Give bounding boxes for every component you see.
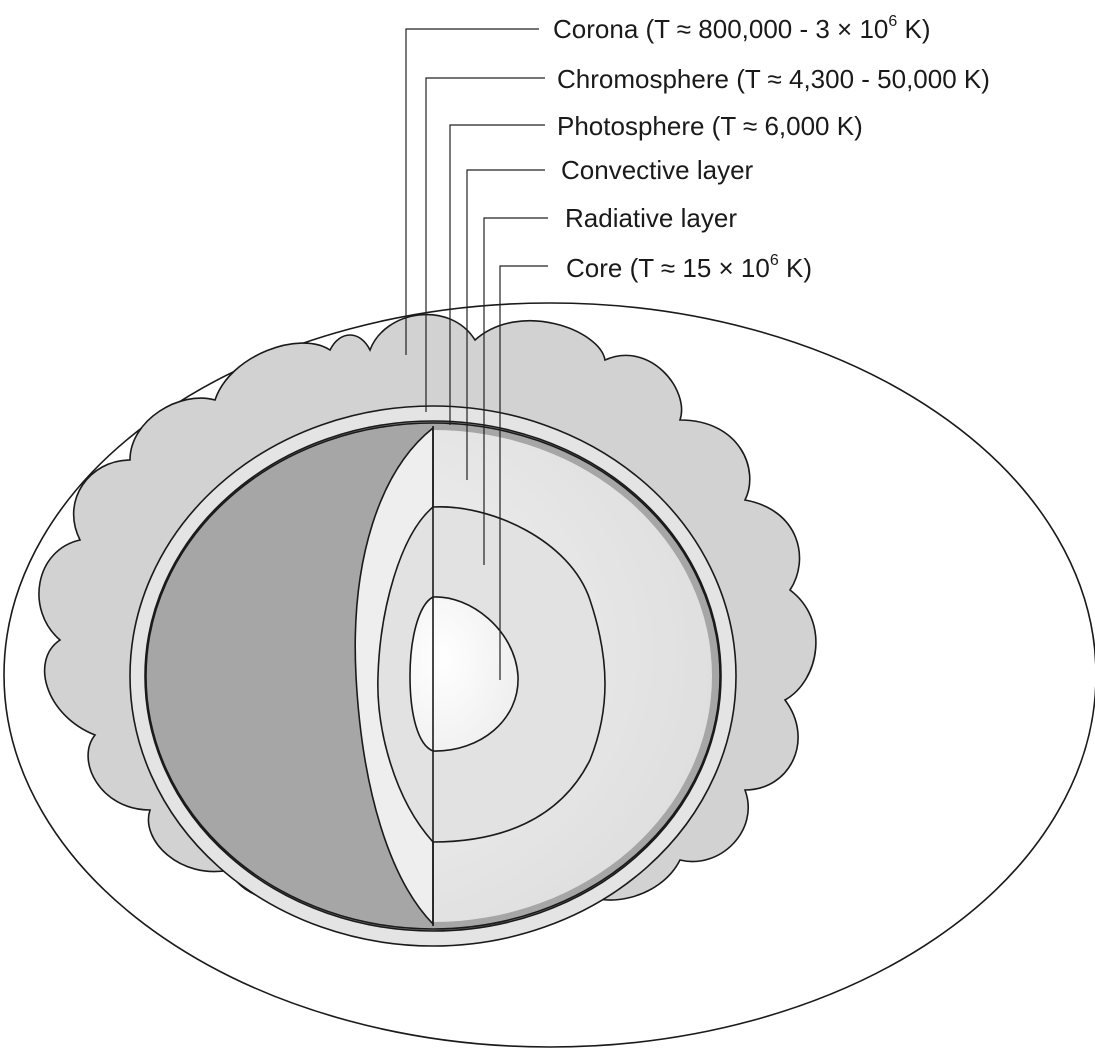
photosphere-leader-line bbox=[449, 124, 545, 425]
radiative-leader-line bbox=[483, 217, 548, 565]
corona-leader-line bbox=[405, 28, 539, 355]
photosphere-label: Photosphere (T ≈ 6,000 K) bbox=[557, 111, 863, 141]
core-leader-line bbox=[499, 265, 548, 680]
convective-leader-line bbox=[466, 169, 545, 480]
core-label: Core (T ≈ 15 × 106 K) bbox=[566, 252, 812, 283]
convective-layer-label: Convective layer bbox=[561, 155, 754, 185]
corona-label: Corona (T ≈ 800,000 - 3 × 106 K) bbox=[553, 13, 931, 44]
corona-exponent: 6 bbox=[888, 13, 897, 30]
core-exponent: 6 bbox=[770, 252, 779, 269]
radiative-layer-label: Radiative layer bbox=[565, 203, 737, 233]
chromosphere-leader-line bbox=[425, 77, 545, 412]
chromosphere-label: Chromosphere (T ≈ 4,300 - 50,000 K) bbox=[557, 64, 990, 94]
